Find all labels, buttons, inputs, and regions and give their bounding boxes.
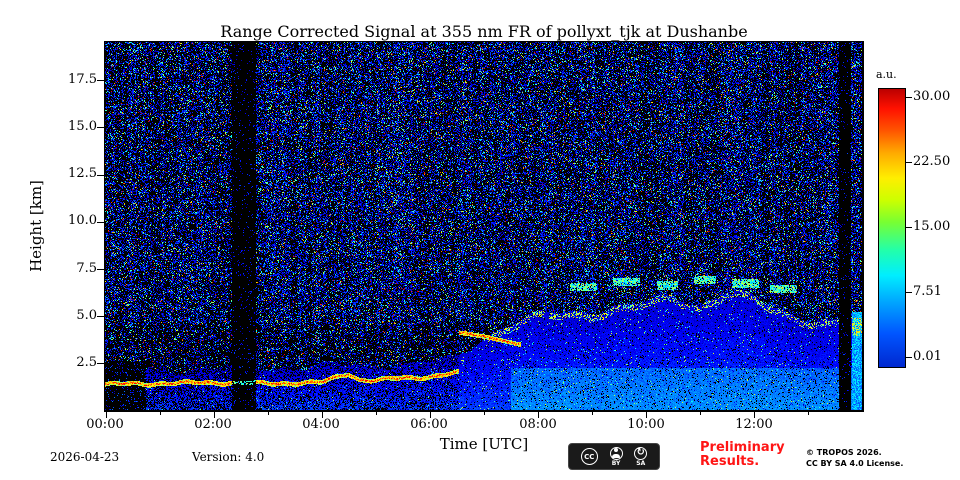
tick-mark xyxy=(646,412,647,418)
tick-mark xyxy=(214,412,215,418)
tick-mark xyxy=(906,162,912,163)
tick-mark xyxy=(97,80,104,81)
tick-mark xyxy=(906,227,912,228)
tick-mark xyxy=(97,175,104,176)
y-tick-label: 7.5 xyxy=(76,261,97,276)
tick-mark xyxy=(97,269,104,270)
tick-mark xyxy=(592,412,593,415)
colorbar-tick-label: 0.01 xyxy=(913,349,942,364)
heatmap-canvas xyxy=(105,42,862,410)
cc-by-label: BY xyxy=(611,459,621,467)
tick-mark xyxy=(906,97,912,98)
tick-mark xyxy=(322,412,323,418)
tick-mark xyxy=(106,412,107,418)
y-tick-label: 10.0 xyxy=(68,213,97,228)
tick-mark xyxy=(906,357,912,358)
plot-area xyxy=(104,41,864,412)
x-tick-label: 08:00 xyxy=(519,417,557,432)
x-tick-label: 12:00 xyxy=(735,417,773,432)
chart-title: Range Corrected Signal at 355 nm FR of p… xyxy=(220,22,748,41)
y-tick-label: 12.5 xyxy=(68,166,97,181)
copyright-line1: © TROPOS 2026. xyxy=(806,448,882,457)
colorbar-tick-label: 30.00 xyxy=(913,89,951,104)
colorbar xyxy=(878,88,906,368)
y-tick-label: 5.0 xyxy=(76,308,97,323)
colorbar-tick-label: 22.50 xyxy=(913,154,951,169)
y-tick-label: 2.5 xyxy=(76,355,97,370)
tick-mark xyxy=(538,412,539,418)
tick-mark xyxy=(160,412,161,415)
tick-mark xyxy=(97,363,104,364)
tick-mark xyxy=(430,412,431,418)
x-tick-label: 04:00 xyxy=(302,417,340,432)
y-tick-label: 15.0 xyxy=(68,119,97,134)
version-label: Version: 4.0 xyxy=(192,450,265,464)
x-tick-label: 02:00 xyxy=(194,417,232,432)
tick-mark xyxy=(376,412,377,415)
colorbar-tick-label: 7.51 xyxy=(913,284,942,299)
tick-mark xyxy=(808,412,809,415)
cc-sa-arrow-icon xyxy=(634,446,648,460)
preliminary-results-note: Preliminary Results. xyxy=(700,441,785,469)
preliminary-line1: Preliminary xyxy=(700,440,785,455)
x-tick-label: 10:00 xyxy=(627,417,665,432)
copyright-note: © TROPOS 2026. CC BY SA 4.0 License. xyxy=(806,447,903,469)
tick-mark xyxy=(97,316,104,317)
cc-icon xyxy=(580,448,598,465)
cc-sa-label: SA xyxy=(636,459,646,467)
tick-mark xyxy=(97,127,104,128)
measurement-date: 2026-04-23 xyxy=(50,450,120,464)
tick-mark xyxy=(97,222,104,223)
x-tick-label: 06:00 xyxy=(410,417,448,432)
tick-mark xyxy=(484,412,485,415)
x-axis-label: Time [UTC] xyxy=(439,435,529,453)
tick-mark xyxy=(754,412,755,418)
cc-license-badge[interactable]: BY SA xyxy=(568,443,660,470)
tick-mark xyxy=(700,412,701,415)
colorbar-tick-label: 15.00 xyxy=(913,219,951,234)
cc-by-group: BY xyxy=(609,446,623,467)
cc-by-person-icon xyxy=(609,446,623,460)
colorbar-units-label: a.u. xyxy=(876,68,897,81)
x-tick-label: 00:00 xyxy=(86,417,124,432)
copyright-line2: CC BY SA 4.0 License. xyxy=(806,459,904,468)
y-tick-label: 17.5 xyxy=(68,72,97,87)
tick-mark xyxy=(906,292,912,293)
cc-sa-group: SA xyxy=(634,446,648,467)
preliminary-line2: Results. xyxy=(700,454,760,469)
tick-mark xyxy=(268,412,269,415)
y-axis-label: Height [km] xyxy=(27,180,45,272)
